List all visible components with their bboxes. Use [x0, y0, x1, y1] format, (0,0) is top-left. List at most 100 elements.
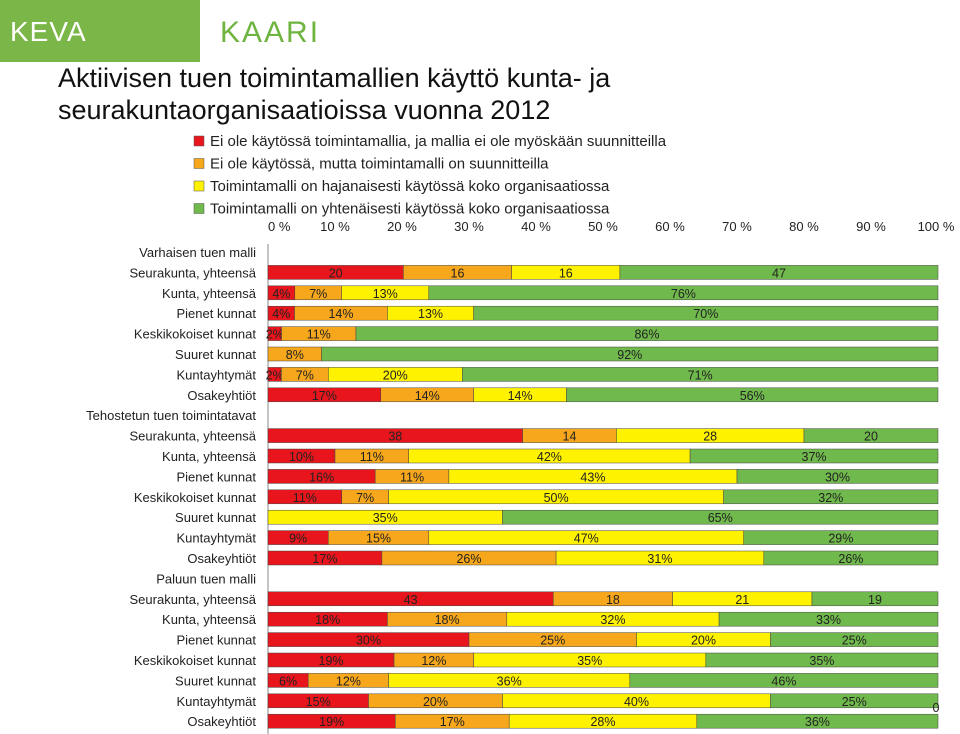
data-label: 28%	[590, 715, 615, 729]
data-label: 29%	[828, 532, 853, 546]
x-tick-label: 30 %	[454, 219, 484, 234]
data-label: 30%	[356, 634, 381, 648]
data-label: 35%	[373, 511, 398, 525]
bar-segment	[803, 428, 939, 443]
data-label: 7%	[356, 491, 374, 505]
data-label: 20	[864, 430, 878, 444]
data-label: 47	[772, 266, 786, 280]
data-label: 71%	[688, 368, 713, 382]
data-label: 16%	[309, 470, 334, 484]
data-label: 2%	[266, 368, 284, 382]
data-label: 28	[703, 430, 717, 444]
data-label: 86%	[634, 328, 659, 342]
category-label: Kunta, yhteensä	[162, 286, 257, 301]
data-label: 7%	[296, 368, 314, 382]
legend-label: Ei ole käytössä toimintamallia, ja malli…	[210, 133, 667, 150]
data-label: 16	[451, 266, 465, 280]
category-label: Seurakunta, yhteensä	[130, 429, 257, 444]
data-label: 18%	[435, 613, 460, 627]
data-label: 18	[606, 593, 620, 607]
kaari-logo: KAARI	[220, 16, 321, 49]
data-label: 36%	[497, 674, 522, 688]
data-label: 25%	[540, 634, 565, 648]
data-label: 20%	[423, 695, 448, 709]
data-label: 65%	[708, 511, 733, 525]
data-label: 32%	[818, 491, 843, 505]
data-label: 50%	[544, 491, 569, 505]
data-label: 12%	[421, 654, 446, 668]
category-label: Pienet kunnat	[176, 633, 256, 648]
category-label: Keskikokoiset kunnat	[134, 490, 257, 505]
category-label: Osakeyhtiöt	[187, 388, 256, 403]
category-label: Suuret kunnat	[175, 673, 256, 688]
data-label: 92%	[617, 348, 642, 362]
data-label: 35%	[577, 654, 602, 668]
data-label: 42%	[537, 450, 562, 464]
data-label: 76%	[671, 287, 696, 301]
group-label: Varhaisen tuen malli	[139, 245, 256, 260]
data-label: 10%	[289, 450, 314, 464]
data-label: 20%	[383, 368, 408, 382]
data-label: 17%	[312, 389, 337, 403]
bar-segment	[689, 448, 939, 464]
bar-segment	[502, 509, 939, 525]
data-label: 15%	[366, 532, 391, 546]
x-tick-label: 20 %	[387, 219, 417, 234]
data-label: 11%	[360, 450, 384, 464]
category-label: Pienet kunnat	[176, 306, 256, 321]
category-label: Osakeyhtiöt	[187, 714, 256, 729]
bar-segment	[705, 652, 939, 668]
bar-segment	[355, 326, 939, 341]
keva-logo-panel: KEVA	[0, 0, 200, 62]
bar-segment	[619, 265, 939, 280]
data-label: 13%	[373, 287, 398, 301]
data-label: 26%	[838, 552, 863, 566]
category-label: Seurakunta, yhteensä	[130, 592, 257, 607]
data-label: 30%	[825, 470, 850, 484]
data-label: 8%	[286, 348, 304, 362]
data-label: 14%	[415, 389, 440, 403]
data-label: 43%	[580, 470, 605, 484]
x-tick-label: 70 %	[722, 219, 752, 234]
category-label: Keskikokoiset kunnat	[134, 653, 257, 668]
category-label: Pienet kunnat	[176, 469, 256, 484]
data-label: 25%	[842, 634, 867, 648]
data-label: 17%	[312, 552, 337, 566]
data-label: 56%	[740, 389, 765, 403]
data-label: 14%	[508, 389, 533, 403]
category-label: Kunta, yhteensä	[162, 449, 257, 464]
data-label: 11%	[400, 470, 424, 484]
bar-segment	[723, 489, 939, 505]
data-label: 21	[735, 593, 749, 607]
data-label: 37%	[802, 450, 827, 464]
data-label: 31%	[647, 552, 672, 566]
category-label: Keskikokoiset kunnat	[134, 327, 257, 342]
bar-segment	[566, 387, 939, 403]
legend-label: Ei ole käytössä, mutta toimintamalli on …	[210, 156, 549, 173]
category-label: Seurakunta, yhteensä	[130, 265, 257, 280]
group-label: Tehostetun tuen toimintatavat	[86, 408, 256, 423]
data-label: 11%	[293, 491, 317, 505]
legend-swatch	[193, 135, 205, 147]
legend-swatch	[193, 180, 205, 192]
bar-segment	[770, 632, 939, 647]
data-label: 46%	[771, 674, 796, 688]
category-label: Kunta, yhteensä	[162, 612, 257, 627]
x-tick-label: 10 %	[320, 219, 350, 234]
data-label: 19	[868, 593, 882, 607]
x-tick-label: 50 %	[588, 219, 618, 234]
data-label: 70%	[693, 307, 718, 321]
data-label: 35%	[809, 654, 834, 668]
bar-segment	[763, 550, 939, 566]
x-tick-label: 40 %	[521, 219, 551, 234]
data-label: 17%	[440, 715, 465, 729]
bar-segment	[321, 346, 939, 362]
data-label: 32%	[600, 613, 625, 627]
x-tick-label: 90 %	[856, 219, 886, 234]
bar-segment	[743, 530, 939, 545]
bar-segment	[718, 611, 939, 627]
data-label: 38	[388, 430, 402, 444]
page-title: Aktiivisen tuen toimintamallien käyttö k…	[58, 63, 611, 125]
legend-label: Toimintamalli on yhtenäisesti käytössä k…	[210, 201, 610, 218]
